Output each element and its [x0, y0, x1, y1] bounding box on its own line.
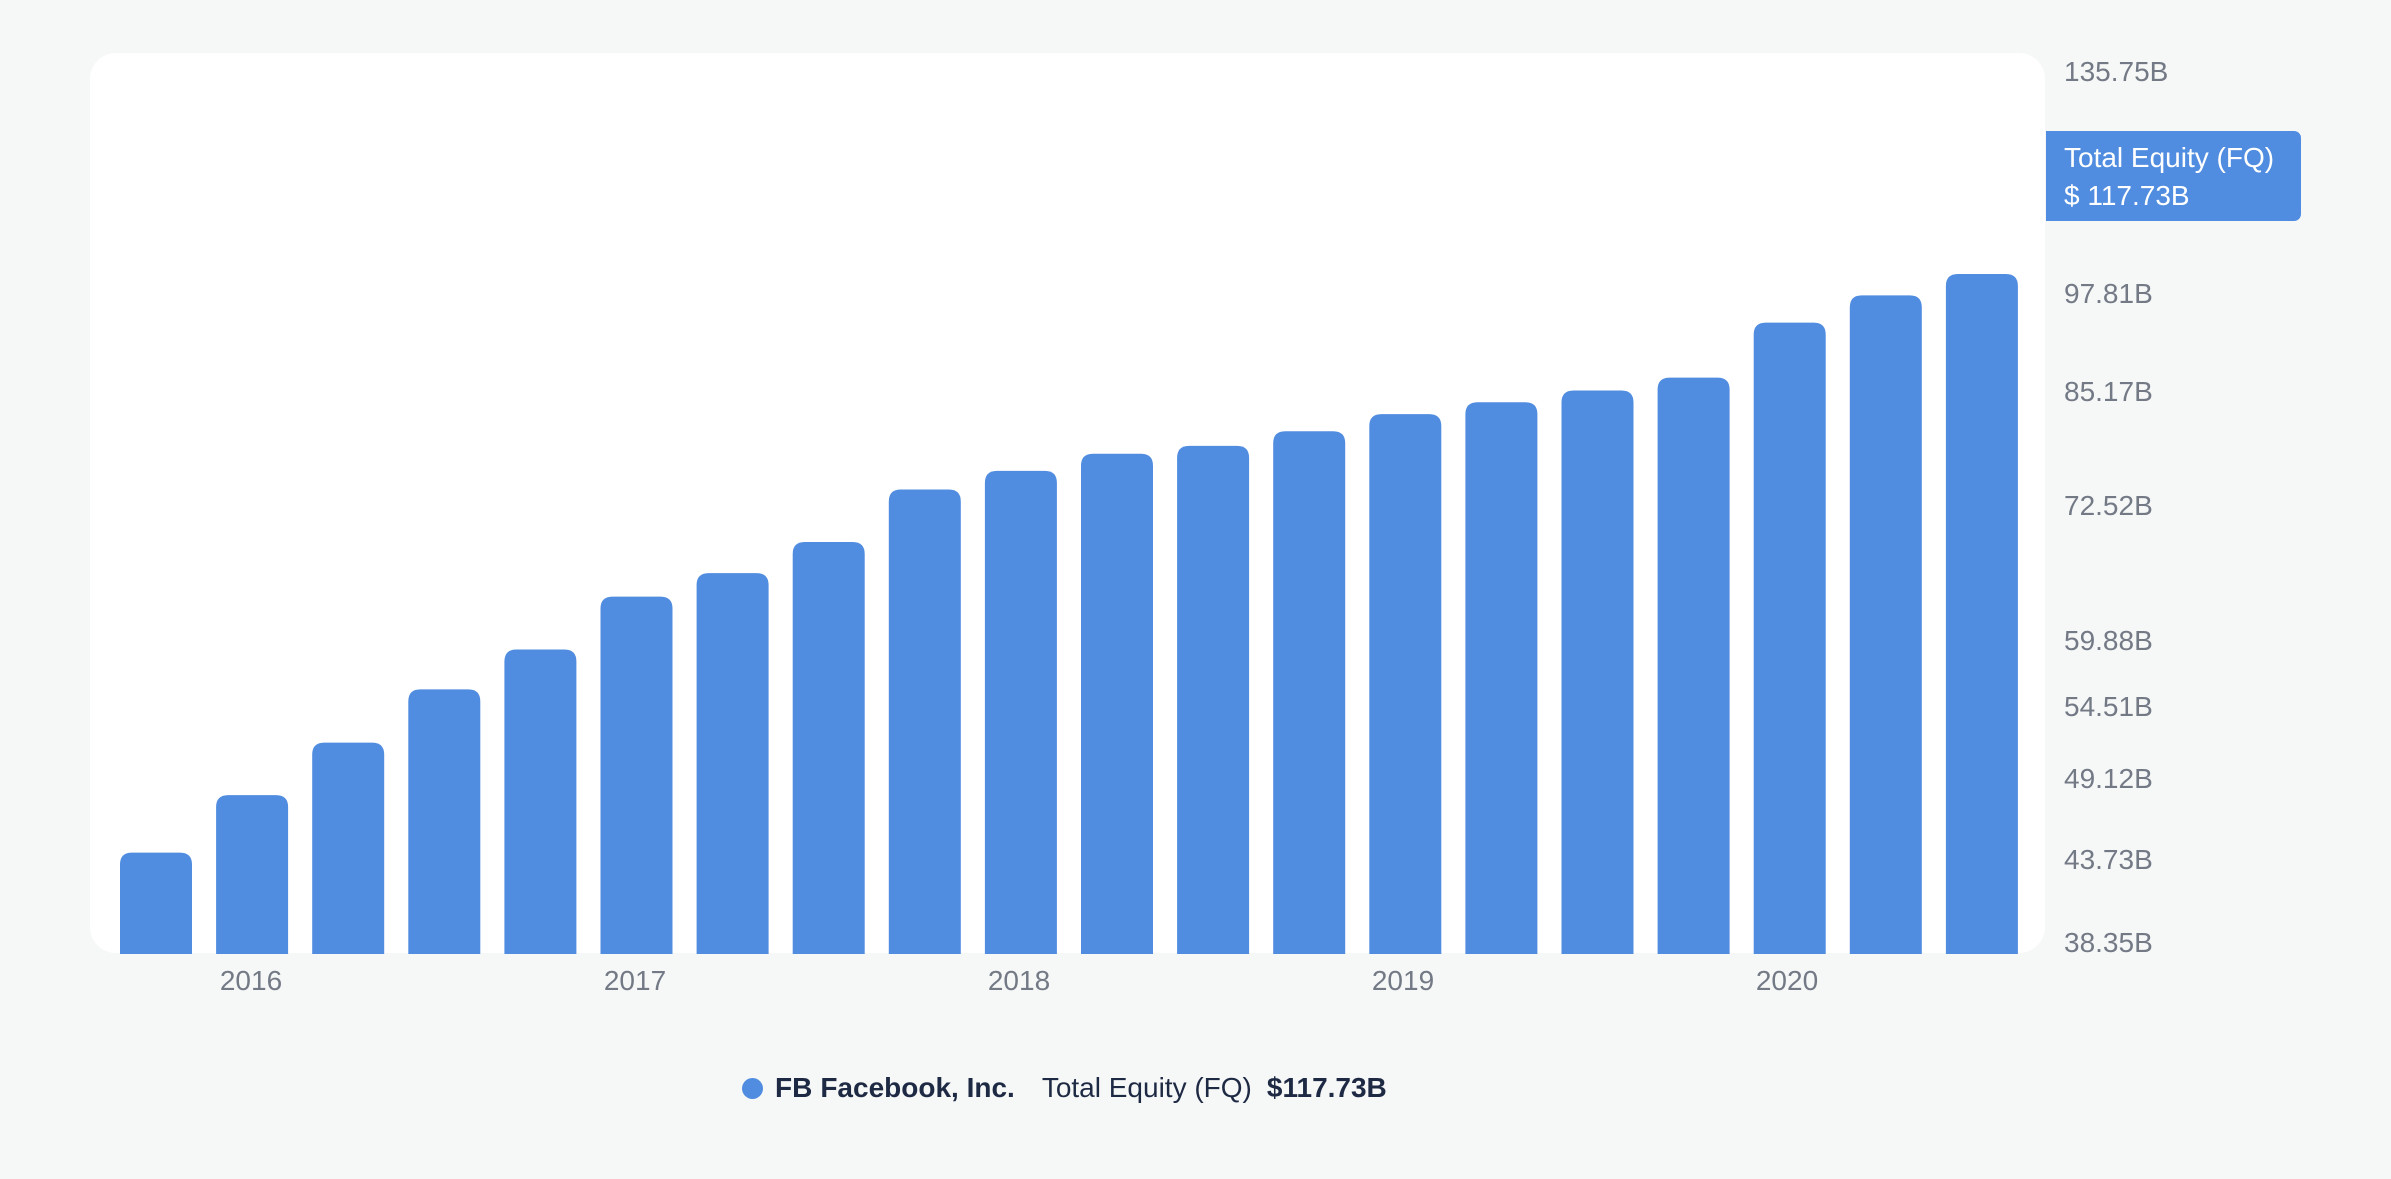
legend-company: Facebook, Inc.: [820, 1072, 1015, 1103]
bar-2017-03[interactable]: [600, 596, 673, 954]
legend-value: $117.73B: [1266, 1072, 1387, 1103]
last-value-badge: Total Equity (FQ) $ 117.73B: [2046, 131, 2301, 221]
bar-2019-03[interactable]: [1369, 414, 1442, 954]
legend[interactable]: FB Facebook, Inc. Total Equity (FQ) $117…: [742, 1070, 1387, 1106]
legend-metric: Total Equity (FQ): [1041, 1072, 1252, 1103]
y-tick-label: 43.73B: [2064, 844, 2153, 875]
bar-2017-12[interactable]: [888, 489, 961, 954]
y-tick-label: 72.52B: [2064, 490, 2153, 521]
legend-ticker: FB: [775, 1072, 813, 1103]
legend-color-dot: [742, 1077, 763, 1099]
y-tick-label: 38.35B: [2064, 927, 2153, 958]
bar-2018-03[interactable]: [984, 470, 1057, 954]
bar-2019-06[interactable]: [1465, 402, 1538, 954]
bar-2018-12[interactable]: [1273, 431, 1346, 954]
x-tick-label: 2016: [219, 965, 283, 996]
bar-2016-09[interactable]: [408, 689, 481, 954]
bar-2018-06[interactable]: [1081, 453, 1153, 954]
x-tick-label: 2017: [603, 965, 667, 996]
y-tick-label: 54.51B: [2064, 691, 2153, 722]
y-tick-label: 85.17B: [2064, 376, 2153, 407]
y-tick-label: 49.12B: [2064, 763, 2153, 794]
badge-value: $ 117.73B: [2064, 180, 2190, 211]
bar-2020-09[interactable]: [1945, 274, 2018, 955]
bar-2020-06[interactable]: [1849, 295, 1922, 955]
y-tick-label: 97.81B: [2064, 278, 2153, 309]
bar-2015-12[interactable]: [120, 852, 192, 954]
bar-2019-12[interactable]: [1657, 377, 1730, 954]
y-tick-label: 135.75B: [2064, 56, 2169, 87]
bar-2016-03[interactable]: [216, 795, 289, 954]
x-tick-label: 2019: [1371, 965, 1435, 996]
y-tick-label: 59.88B: [2064, 625, 2153, 656]
badge-label: Total Equity (FQ): [2064, 142, 2275, 173]
bar-2016-12[interactable]: [504, 649, 577, 954]
bar-2018-09[interactable]: [1177, 445, 1250, 954]
x-tick-label: 2020: [1755, 965, 1819, 996]
bar-2020-03[interactable]: [1753, 322, 1826, 954]
bar-2017-09[interactable]: [792, 541, 865, 954]
bar-2019-09[interactable]: [1561, 390, 1634, 955]
x-tick-label: 2018: [987, 965, 1051, 996]
bar-2017-06[interactable]: [696, 573, 769, 954]
bar-2016-06[interactable]: [312, 742, 385, 954]
